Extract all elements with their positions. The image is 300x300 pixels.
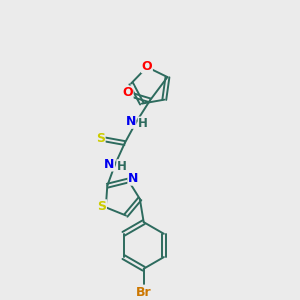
Text: O: O [142, 60, 152, 73]
Text: S: S [98, 200, 106, 213]
Text: N: N [128, 172, 138, 185]
Text: N: N [104, 158, 114, 171]
Text: S: S [96, 132, 105, 145]
Text: H: H [117, 160, 127, 173]
Text: Br: Br [136, 286, 152, 298]
Text: H: H [138, 117, 148, 130]
Text: N: N [125, 115, 136, 128]
Text: O: O [122, 86, 133, 99]
